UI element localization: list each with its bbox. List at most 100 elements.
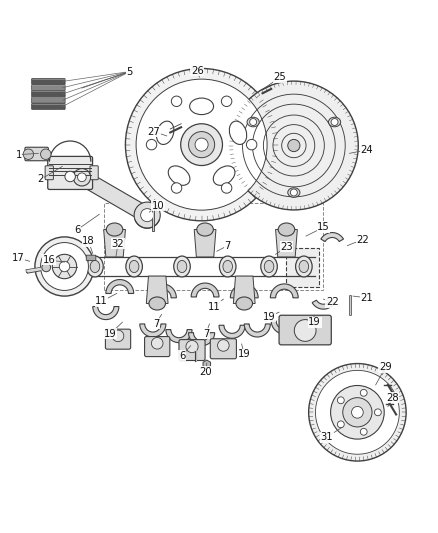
FancyBboxPatch shape — [25, 147, 48, 161]
Polygon shape — [194, 230, 216, 257]
Circle shape — [188, 132, 215, 158]
Circle shape — [171, 96, 182, 107]
Ellipse shape — [197, 223, 213, 236]
Circle shape — [352, 407, 363, 418]
Circle shape — [42, 263, 50, 272]
Text: 27: 27 — [147, 126, 160, 136]
Ellipse shape — [223, 261, 233, 272]
FancyBboxPatch shape — [86, 255, 96, 261]
Ellipse shape — [247, 117, 259, 127]
Ellipse shape — [288, 188, 300, 197]
Ellipse shape — [149, 297, 166, 310]
FancyBboxPatch shape — [45, 166, 53, 180]
Circle shape — [331, 385, 384, 439]
Polygon shape — [140, 324, 166, 337]
Text: 19: 19 — [104, 329, 117, 339]
Circle shape — [230, 81, 358, 210]
Circle shape — [52, 254, 77, 279]
Polygon shape — [191, 283, 219, 297]
Text: 19: 19 — [308, 317, 321, 327]
Text: 23: 23 — [280, 242, 293, 252]
Ellipse shape — [177, 261, 187, 272]
Polygon shape — [321, 232, 343, 241]
Circle shape — [73, 168, 91, 186]
Polygon shape — [312, 300, 335, 309]
Text: 24: 24 — [360, 145, 373, 155]
Ellipse shape — [296, 256, 312, 277]
Ellipse shape — [168, 166, 190, 185]
Ellipse shape — [299, 261, 309, 272]
Ellipse shape — [126, 256, 142, 277]
Polygon shape — [271, 321, 297, 334]
Text: 25: 25 — [274, 72, 286, 82]
Polygon shape — [233, 276, 255, 303]
Circle shape — [309, 364, 406, 461]
Text: 32: 32 — [112, 239, 124, 249]
FancyBboxPatch shape — [90, 166, 98, 180]
Text: 7: 7 — [225, 240, 231, 251]
Polygon shape — [148, 284, 177, 298]
Polygon shape — [146, 276, 168, 303]
Circle shape — [134, 202, 160, 228]
Circle shape — [181, 124, 223, 166]
Text: 29: 29 — [379, 362, 392, 373]
Circle shape — [343, 398, 372, 427]
Text: 7: 7 — [203, 329, 209, 339]
Text: 11: 11 — [208, 302, 221, 312]
Circle shape — [41, 243, 88, 290]
Circle shape — [288, 140, 300, 151]
Circle shape — [125, 68, 278, 221]
Ellipse shape — [106, 223, 123, 236]
Text: 2: 2 — [37, 174, 44, 184]
Polygon shape — [203, 360, 211, 369]
Circle shape — [59, 261, 70, 272]
Circle shape — [337, 421, 344, 428]
Text: 6: 6 — [74, 224, 81, 235]
Text: 11: 11 — [95, 296, 108, 306]
Circle shape — [152, 337, 163, 349]
Text: 22: 22 — [326, 297, 339, 307]
Text: 26: 26 — [191, 66, 204, 76]
Circle shape — [360, 429, 367, 435]
Text: 31: 31 — [321, 432, 333, 442]
Ellipse shape — [230, 121, 247, 144]
Ellipse shape — [129, 261, 139, 272]
Circle shape — [23, 149, 34, 159]
Polygon shape — [230, 284, 258, 298]
Circle shape — [315, 370, 399, 454]
Text: 22: 22 — [356, 235, 369, 245]
FancyBboxPatch shape — [32, 103, 65, 109]
Polygon shape — [166, 329, 192, 343]
Circle shape — [112, 330, 124, 342]
Ellipse shape — [278, 223, 295, 236]
Text: 20: 20 — [200, 367, 212, 377]
Text: 6: 6 — [179, 351, 185, 361]
Text: 7: 7 — [153, 319, 159, 329]
Circle shape — [331, 118, 338, 125]
Polygon shape — [188, 333, 215, 346]
Circle shape — [186, 341, 198, 353]
FancyBboxPatch shape — [145, 336, 170, 357]
Polygon shape — [276, 230, 297, 257]
Ellipse shape — [156, 121, 174, 144]
FancyBboxPatch shape — [48, 156, 92, 189]
Text: 5: 5 — [127, 67, 133, 77]
Circle shape — [374, 409, 381, 416]
Ellipse shape — [174, 256, 190, 277]
Circle shape — [360, 390, 367, 396]
Polygon shape — [104, 230, 125, 257]
Polygon shape — [78, 171, 151, 222]
Circle shape — [78, 173, 86, 182]
Polygon shape — [106, 280, 134, 294]
Ellipse shape — [87, 256, 103, 277]
Circle shape — [141, 208, 154, 222]
FancyBboxPatch shape — [279, 315, 331, 345]
Text: 15: 15 — [317, 222, 330, 232]
Polygon shape — [219, 325, 245, 338]
Circle shape — [195, 138, 208, 151]
FancyBboxPatch shape — [106, 329, 131, 349]
Text: 16: 16 — [43, 255, 56, 265]
Text: 18: 18 — [82, 236, 95, 246]
Circle shape — [35, 237, 94, 296]
Ellipse shape — [90, 261, 100, 272]
